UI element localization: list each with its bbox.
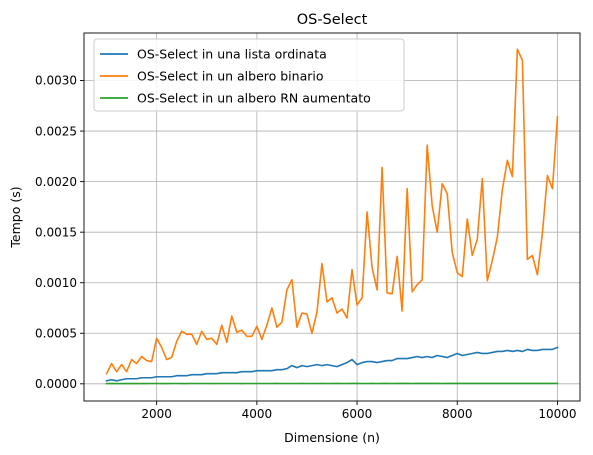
- y-tick-label: 0.0000: [35, 377, 77, 391]
- chart-title: OS-Select: [297, 12, 368, 28]
- y-tick-label: 0.0005: [35, 326, 77, 340]
- series-line-2: [105, 48, 559, 375]
- y-tick-label: 0.0025: [35, 124, 77, 138]
- series-line-1: [105, 346, 559, 382]
- y-tick-label: 0.0030: [35, 74, 77, 88]
- x-axis-label: Dimensione (n): [284, 430, 380, 445]
- x-tick-label: 8000: [442, 407, 473, 421]
- y-axis-ticks: 0.0000 0.0005 0.0010 0.0015 0.0020 0.0025 0.00…: [35, 74, 84, 391]
- legend-label-1: OS-Select in una lista ordinata: [137, 47, 327, 62]
- legend-label-3: OS-Select in un albero RN aumentato: [137, 91, 371, 106]
- y-tick-label: 0.0015: [35, 225, 77, 239]
- x-tick-label: 4000: [242, 407, 273, 421]
- legend-label-2: OS-Select in un albero binario: [137, 69, 324, 84]
- y-tick-label: 0.0010: [35, 276, 77, 290]
- x-tick-label: 10000: [538, 407, 576, 421]
- series-lines: [105, 48, 559, 385]
- x-axis-ticks: 2000 4000 6000 8000 10000: [141, 401, 577, 421]
- y-axis-label: Tempo (s): [8, 186, 23, 248]
- legend: OS-Select in una lista ordinata OS-Select…: [93, 38, 405, 112]
- axes-frame: [83, 32, 581, 402]
- legend-box: [93, 38, 405, 112]
- y-tick-label: 0.0020: [35, 175, 77, 189]
- x-tick-label: 2000: [141, 407, 172, 421]
- x-tick-label: 6000: [342, 407, 373, 421]
